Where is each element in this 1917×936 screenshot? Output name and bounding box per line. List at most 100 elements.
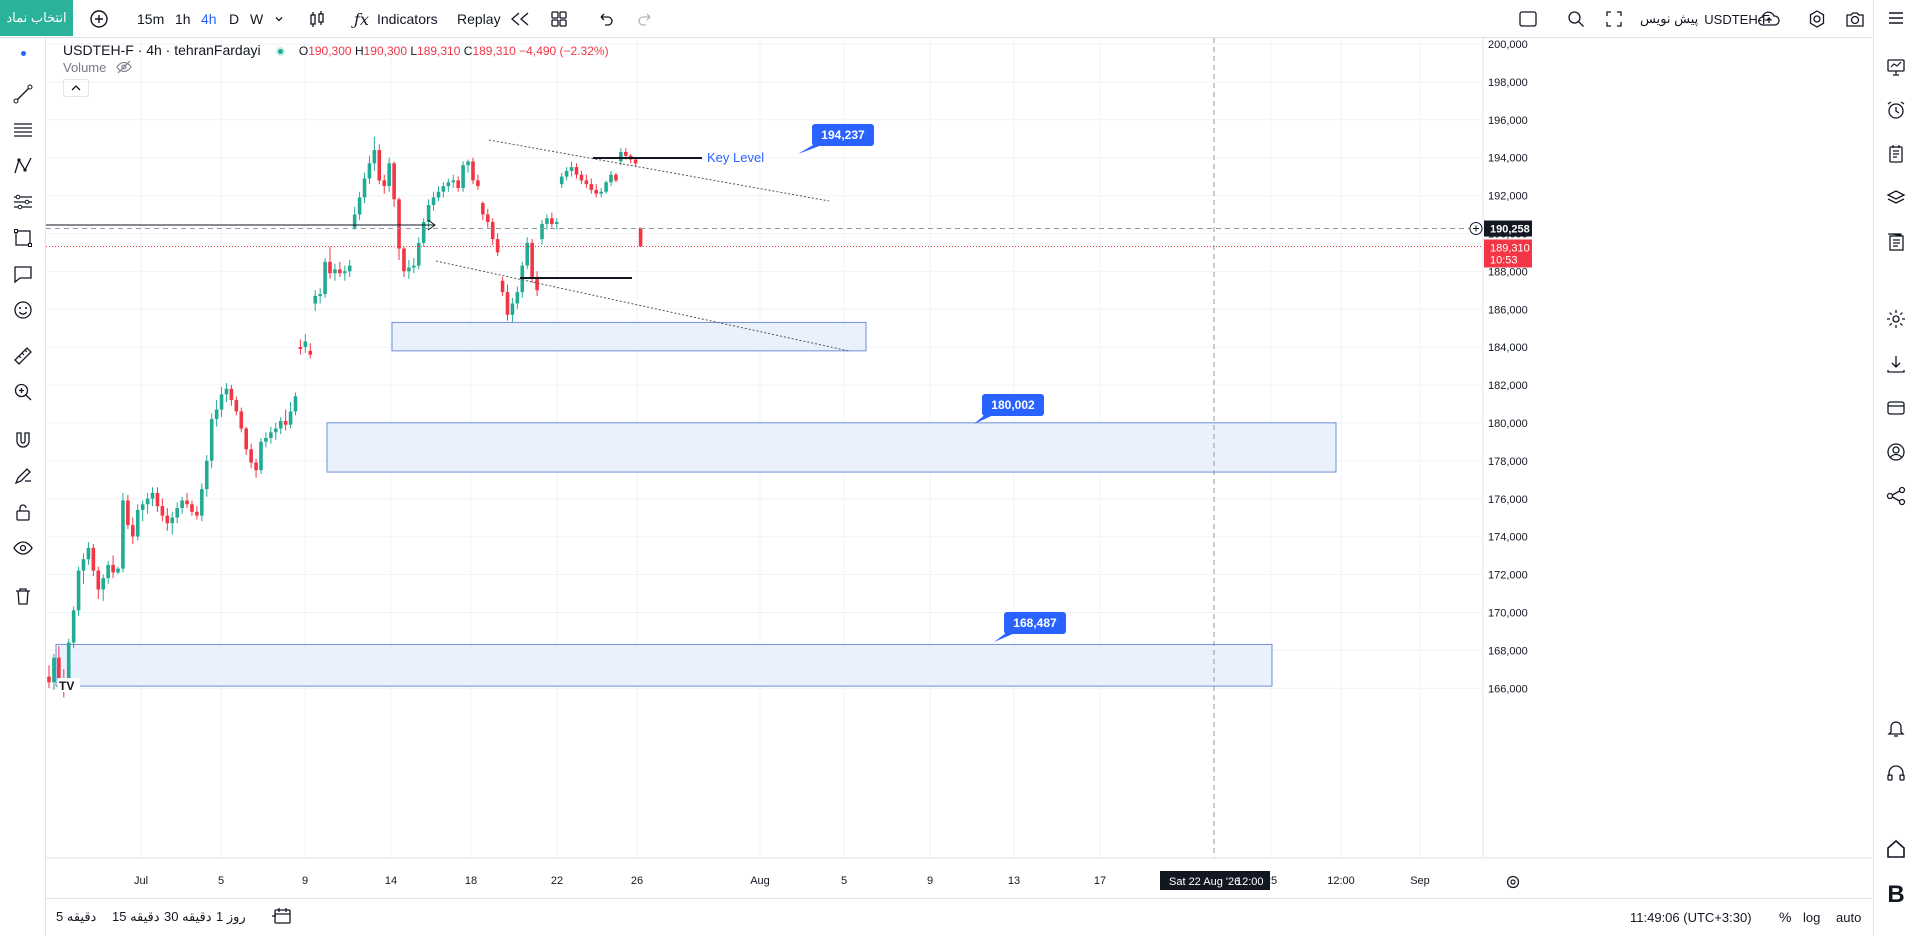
demand-zone[interactable] <box>391 321 867 352</box>
interval-w[interactable]: W <box>250 11 264 27</box>
candle-body[interactable] <box>367 163 372 179</box>
magnet-tool[interactable] <box>0 428 46 456</box>
chart-pane[interactable]: Key Level 194,237 180,002 168,487 200,000 198… <box>46 38 1873 936</box>
candle-body[interactable] <box>204 460 209 490</box>
clock-display[interactable]: 11:49:06 (UTC+3:30) <box>1630 909 1752 925</box>
candle-body[interactable] <box>604 182 608 192</box>
candle-body[interactable] <box>224 388 229 395</box>
candle-body[interactable] <box>47 676 51 683</box>
candle-body[interactable] <box>155 492 160 507</box>
redo-button[interactable] <box>636 0 654 38</box>
candle-body[interactable] <box>273 428 278 433</box>
candle-body[interactable] <box>66 642 71 687</box>
candle-body[interactable] <box>126 500 130 526</box>
pattern-tool[interactable] <box>0 154 46 182</box>
wallet-button[interactable] <box>1874 396 1917 424</box>
candle-body[interactable] <box>569 167 574 171</box>
range-5m[interactable]: 5 دقیقه <box>56 909 97 924</box>
interval-d[interactable]: D <box>229 11 240 27</box>
cloud-save-button[interactable] <box>1757 0 1781 38</box>
candle-body[interactable] <box>101 578 106 590</box>
candle-body[interactable] <box>298 347 303 349</box>
candle-body[interactable] <box>619 151 623 162</box>
layers-button[interactable] <box>1874 186 1917 214</box>
candle-body[interactable] <box>466 161 470 166</box>
candle-body[interactable] <box>150 492 155 499</box>
price-callout[interactable] <box>982 394 1044 416</box>
layout-button[interactable] <box>550 0 568 38</box>
home-button[interactable] <box>1874 837 1917 865</box>
candle-body[interactable] <box>57 657 61 679</box>
candle-body[interactable] <box>589 184 594 190</box>
log-toggle[interactable]: log <box>1803 909 1821 925</box>
candle-body[interactable] <box>633 159 638 164</box>
candle-body[interactable] <box>624 151 628 156</box>
candle-body[interactable] <box>180 500 184 509</box>
candle-body[interactable] <box>288 411 293 425</box>
candle-body[interactable] <box>175 508 179 518</box>
candle-body[interactable] <box>392 163 396 200</box>
screenshot-button[interactable] <box>1844 0 1866 38</box>
candle-body[interactable] <box>86 547 91 560</box>
candle-body[interactable] <box>387 163 391 187</box>
candle-body[interactable] <box>614 174 618 181</box>
profile-button[interactable] <box>1874 440 1917 468</box>
candle-body[interactable] <box>382 180 387 187</box>
candle-body[interactable] <box>106 564 110 579</box>
candle-body[interactable] <box>244 428 248 450</box>
zoom-tool[interactable] <box>0 380 46 408</box>
chart-type-button[interactable] <box>307 0 327 38</box>
candle-body[interactable] <box>145 498 150 505</box>
interval-dropdown-button[interactable] <box>273 0 285 38</box>
candle-body[interactable] <box>490 222 495 240</box>
candle-body[interactable] <box>554 222 559 224</box>
candle-body[interactable] <box>421 222 426 243</box>
candle-body[interactable] <box>579 174 584 181</box>
candle-body[interactable] <box>638 227 643 247</box>
candle-body[interactable] <box>234 400 239 412</box>
price-callout[interactable] <box>812 124 874 146</box>
demand-zone[interactable] <box>55 643 1273 687</box>
candle-body[interactable] <box>195 511 199 516</box>
candle-body[interactable] <box>278 420 283 429</box>
candle-body[interactable] <box>347 265 352 272</box>
fullscreen-button[interactable] <box>1604 0 1624 38</box>
candle-body[interactable] <box>377 150 382 181</box>
candle-body[interactable] <box>584 180 589 185</box>
candle-body[interactable] <box>303 341 308 348</box>
candle-body[interactable] <box>451 180 456 183</box>
candle-body[interactable] <box>431 197 436 205</box>
candle-body[interactable] <box>550 218 554 224</box>
demand-zone[interactable] <box>326 422 1337 473</box>
candle-body[interactable] <box>574 167 579 175</box>
indicators-button[interactable]: ƒx Indicators <box>354 0 438 38</box>
channel-upper-line[interactable] <box>488 139 830 202</box>
goto-date-button[interactable] <box>271 899 293 935</box>
candle-body[interactable] <box>476 180 480 187</box>
calendar-button[interactable] <box>1874 230 1917 258</box>
forecast-tool[interactable] <box>0 190 46 218</box>
candle-body[interactable] <box>500 280 505 293</box>
undo-button[interactable] <box>597 0 615 38</box>
candle-body[interactable] <box>91 547 96 571</box>
candle-body[interactable] <box>111 564 115 573</box>
lock-tool[interactable] <box>0 500 46 528</box>
candle-body[interactable] <box>81 559 86 571</box>
text-tool[interactable] <box>0 262 46 290</box>
settings-button[interactable] <box>1807 0 1827 38</box>
candle-body[interactable] <box>229 388 234 401</box>
candle-body[interactable] <box>495 239 500 253</box>
candle-body[interactable] <box>239 411 244 429</box>
candle-body[interactable] <box>357 197 362 215</box>
candle-body[interactable] <box>481 203 485 215</box>
menu-button[interactable] <box>1874 6 1917 34</box>
candle-body[interactable] <box>333 269 337 274</box>
candle-body[interactable] <box>407 267 411 272</box>
drawing-mode-tool[interactable] <box>0 464 46 492</box>
notifications-button[interactable] <box>1874 716 1917 744</box>
candle-body[interactable] <box>259 441 263 471</box>
candle-body[interactable] <box>96 570 101 590</box>
candle-body[interactable] <box>200 489 204 516</box>
percent-toggle[interactable]: % <box>1779 909 1792 925</box>
candle-body[interactable] <box>362 178 367 198</box>
